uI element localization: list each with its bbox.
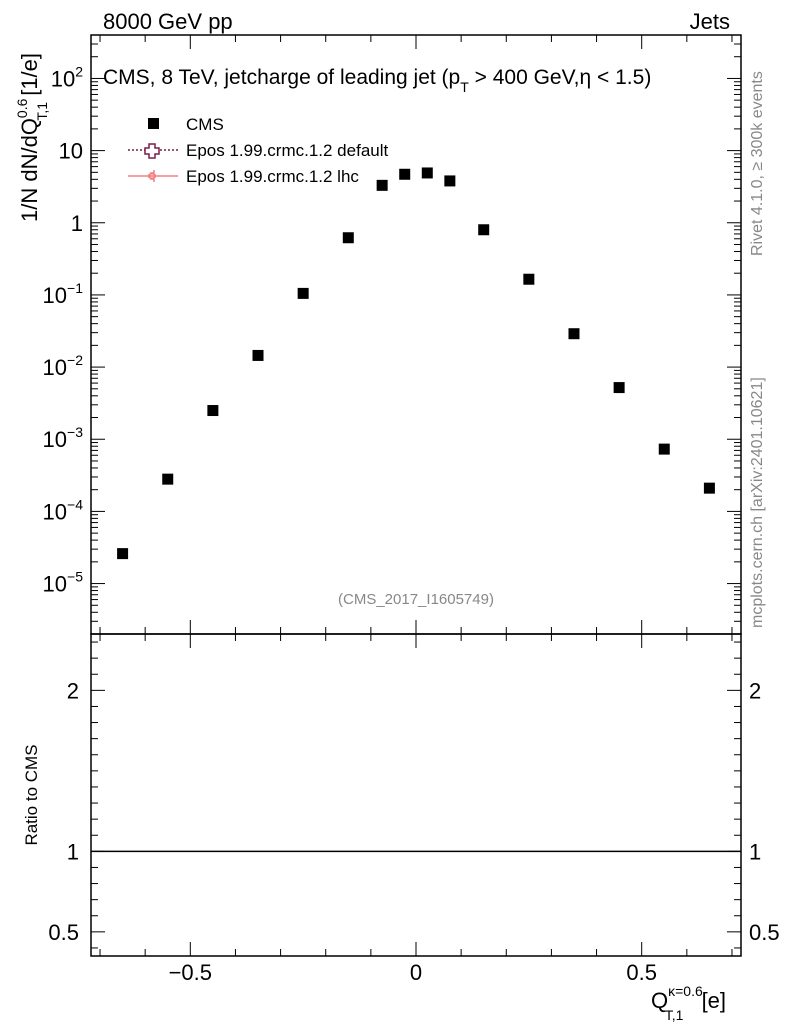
upper-y-axis-label-main: 1/N dN/dQ (17, 118, 42, 222)
cms-data-point (399, 168, 411, 180)
header-right: Jets (690, 9, 730, 34)
ratio-plot-frame (90, 633, 742, 957)
cms-data-point (568, 328, 580, 340)
y-tick-label-base: 10 (43, 283, 67, 308)
plot-title-main: CMS, 8 TeV, jetcharge of leading jet (p (103, 66, 460, 89)
plot-title: CMS, 8 TeV, jetcharge of leading jet (pT… (103, 66, 651, 95)
ratio-axis-ticks (91, 634, 741, 956)
y-tick-label: 10−4 (43, 496, 84, 524)
cms-data-point (207, 405, 219, 417)
legend-label-epos-default: Epos 1.99.crmc.1.2 default (186, 141, 389, 160)
cms-data-points (117, 167, 715, 560)
x-axis-label-sup: κ=0.6 (668, 983, 703, 999)
ratio-y-tick-label-right: 1 (749, 839, 761, 864)
mcplots-reference-label: mcplots.cern.ch [arXiv:2401.10621] (749, 377, 766, 628)
y-tick-label: 10−2 (43, 352, 84, 380)
x-axis-label: Qκ=0.6 T,1 [e] (651, 983, 726, 1023)
x-axis-label-sub: T,1 (665, 1007, 684, 1023)
x-axis-label-unit: [e] (695, 988, 726, 1013)
cms-data-point (162, 473, 174, 485)
y-tick-label: 102 (51, 63, 83, 91)
legend-marker-epos-default (144, 143, 160, 159)
x-tick-label: −0.5 (169, 960, 212, 985)
y-tick-label-exponent: 2 (75, 63, 83, 79)
ratio-y-tick-label-left: 1 (67, 839, 79, 864)
cms-data-point (703, 482, 715, 494)
rivet-version-label: Rivet 4.1.0, ≥ 300k events (749, 71, 766, 256)
y-tick-label: 10 (59, 139, 83, 164)
y-tick-label-exponent: −5 (67, 569, 83, 585)
x-axis-label-main: Q (651, 988, 668, 1013)
plot-title-rest: > 400 GeV,η < 1.5) (469, 66, 652, 89)
legend-marker-epos-lhc-core (149, 173, 155, 179)
y-tick-label-base: 10 (59, 139, 83, 164)
y-tick-label-base: 10 (43, 355, 67, 380)
y-tick-label-base: 10 (43, 499, 67, 524)
y-tick-label-base: 10 (51, 66, 75, 91)
y-tick-label-exponent: −2 (67, 352, 83, 368)
y-tick-label-exponent: −1 (67, 280, 83, 296)
cms-data-point (252, 349, 264, 361)
legend-marker-cms (148, 118, 159, 129)
y-tick-label: 10−5 (43, 569, 84, 597)
y-tick-label-exponent: −3 (67, 424, 83, 440)
ratio-y-tick-label-left: 0.5 (48, 920, 79, 945)
x-tick-labels: −0.5 0 0.5 (169, 960, 657, 985)
upper-axis-ticks (91, 34, 741, 635)
cms-data-point (523, 273, 535, 285)
x-tick-label: 0.5 (626, 960, 657, 985)
cms-data-point (297, 287, 309, 299)
cms-data-point (658, 443, 670, 455)
upper-y-axis-label: 1/N dN/dQ0.6 T,1 [1/e] (14, 53, 50, 222)
upper-y-axis-label-unit: [1/e] (17, 53, 42, 102)
cms-data-point (421, 167, 433, 179)
x-tick-label: 0 (410, 960, 422, 985)
cms-data-point (376, 179, 388, 191)
y-tick-label-exponent: −4 (67, 496, 83, 512)
ratio-y-tick-label-right: 0.5 (749, 920, 780, 945)
upper-y-axis-label-sub: T,1 (34, 102, 50, 121)
cms-data-point (444, 175, 456, 187)
cms-data-point (342, 232, 354, 244)
y-tick-label-base: 1 (71, 211, 83, 236)
legend-marker-epos-lhc (148, 170, 156, 182)
ratio-y-tick-label-left: 2 (67, 678, 79, 703)
cms-data-point (478, 224, 490, 236)
cms-data-point (117, 548, 129, 560)
ratio-y-tick-label-right: 2 (749, 678, 761, 703)
legend: CMS Epos 1.99.crmc.1.2 default Epos 1.99… (128, 115, 389, 186)
y-tick-label-base: 10 (43, 572, 67, 597)
legend-label-cms: CMS (186, 115, 224, 134)
legend-label-epos-lhc: Epos 1.99.crmc.1.2 lhc (186, 167, 359, 186)
cms-data-point (613, 382, 625, 394)
y-tick-label: 10−3 (43, 424, 84, 452)
ratio-y-axis-label: Ratio to CMS (22, 744, 41, 845)
y-tick-label: 1 (71, 211, 83, 236)
y-tick-label: 10−1 (43, 280, 84, 308)
y-tick-label-base: 10 (43, 427, 67, 452)
plot-title-sub: T (460, 79, 469, 95)
ratio-y-tick-labels: 2 2 1 1 0.5 0.5 (48, 678, 779, 945)
header-left: 8000 GeV pp (103, 9, 233, 34)
upper-y-axis-label-sup: 0.6 (14, 98, 30, 118)
analysis-watermark: (CMS_2017_I1605749) (338, 591, 494, 608)
